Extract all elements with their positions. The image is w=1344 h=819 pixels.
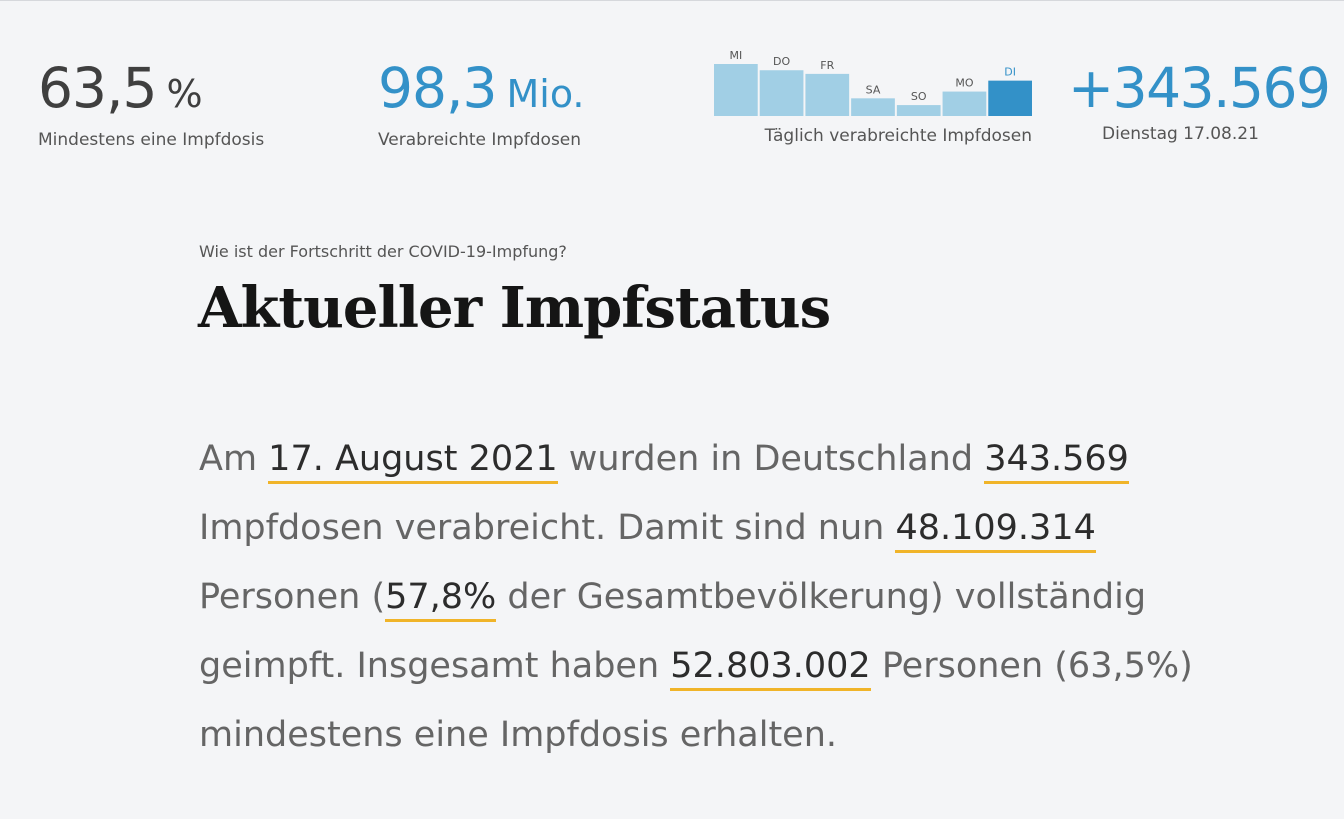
mini-chart-bar-do	[759, 70, 804, 116]
stat-daily-doses: +343.569 Dienstag 17.08.21	[1068, 56, 1331, 144]
stat-first-dose-unit: %	[166, 72, 203, 116]
stat-total-doses-unit: Mio.	[506, 72, 585, 116]
stat-first-dose-value: 63,5%	[38, 56, 203, 120]
top-divider	[0, 0, 1344, 1]
mini-chart-bar-di	[988, 80, 1032, 116]
mini-chart-bar-sa	[851, 98, 895, 116]
stat-daily-doses-value: +343.569	[1068, 56, 1331, 120]
mini-chart-day-label-do: DO	[773, 55, 790, 68]
page-title: Aktueller Impfstatus	[198, 275, 831, 341]
highlight-daily-doses: 343.569	[984, 439, 1129, 484]
mini-chart-day-label-sa: SA	[866, 83, 881, 96]
stat-total-doses-label: Verabreichte Impfdosen	[378, 130, 582, 150]
highlight-fully-vaccinated: 48.109.314	[895, 508, 1096, 553]
mini-chart-day-label-mo: MO	[955, 77, 973, 90]
stat-total-doses: 98,3 Mio. Verabreichte Impfdosen	[378, 58, 584, 150]
mini-chart-bar-mi	[714, 64, 758, 116]
highlight-at-least-one-dose: 52.803.002	[670, 646, 871, 691]
stat-first-dose-label: Mindestens eine Impfdosis	[38, 130, 265, 150]
mini-chart-bar-fr	[805, 73, 850, 116]
mini-chart-day-label-fr: FR	[820, 59, 834, 72]
status-paragraph: Am 17. August 2021 wurden in Deutschland…	[199, 439, 1193, 755]
daily-doses-chart-label: Täglich verabreichte Impfdosen	[764, 126, 1032, 146]
mini-chart-day-label-so: SO	[911, 90, 927, 103]
mini-chart-bar-so	[896, 105, 941, 116]
stat-first-dose: 63,5% Mindestens eine Impfdosis	[38, 58, 264, 150]
section-kicker: Wie ist der Fortschritt der COVID-19-Imp…	[199, 242, 567, 261]
highlight-date: 17. August 2021	[268, 439, 558, 484]
daily-doses-mini-chart: MI DO FR SA SO MO DI	[714, 49, 1032, 116]
stat-total-doses-value: 98,3 Mio.	[378, 56, 585, 120]
mini-chart-day-label-mi: MI	[729, 49, 742, 62]
mini-chart-day-label-di: DI	[1004, 66, 1016, 79]
mini-chart-bar-mo	[942, 91, 987, 116]
highlight-fully-vaccinated-percent: 57,8%	[385, 577, 497, 622]
stat-daily-doses-date: Dienstag 17.08.21	[1102, 124, 1259, 144]
